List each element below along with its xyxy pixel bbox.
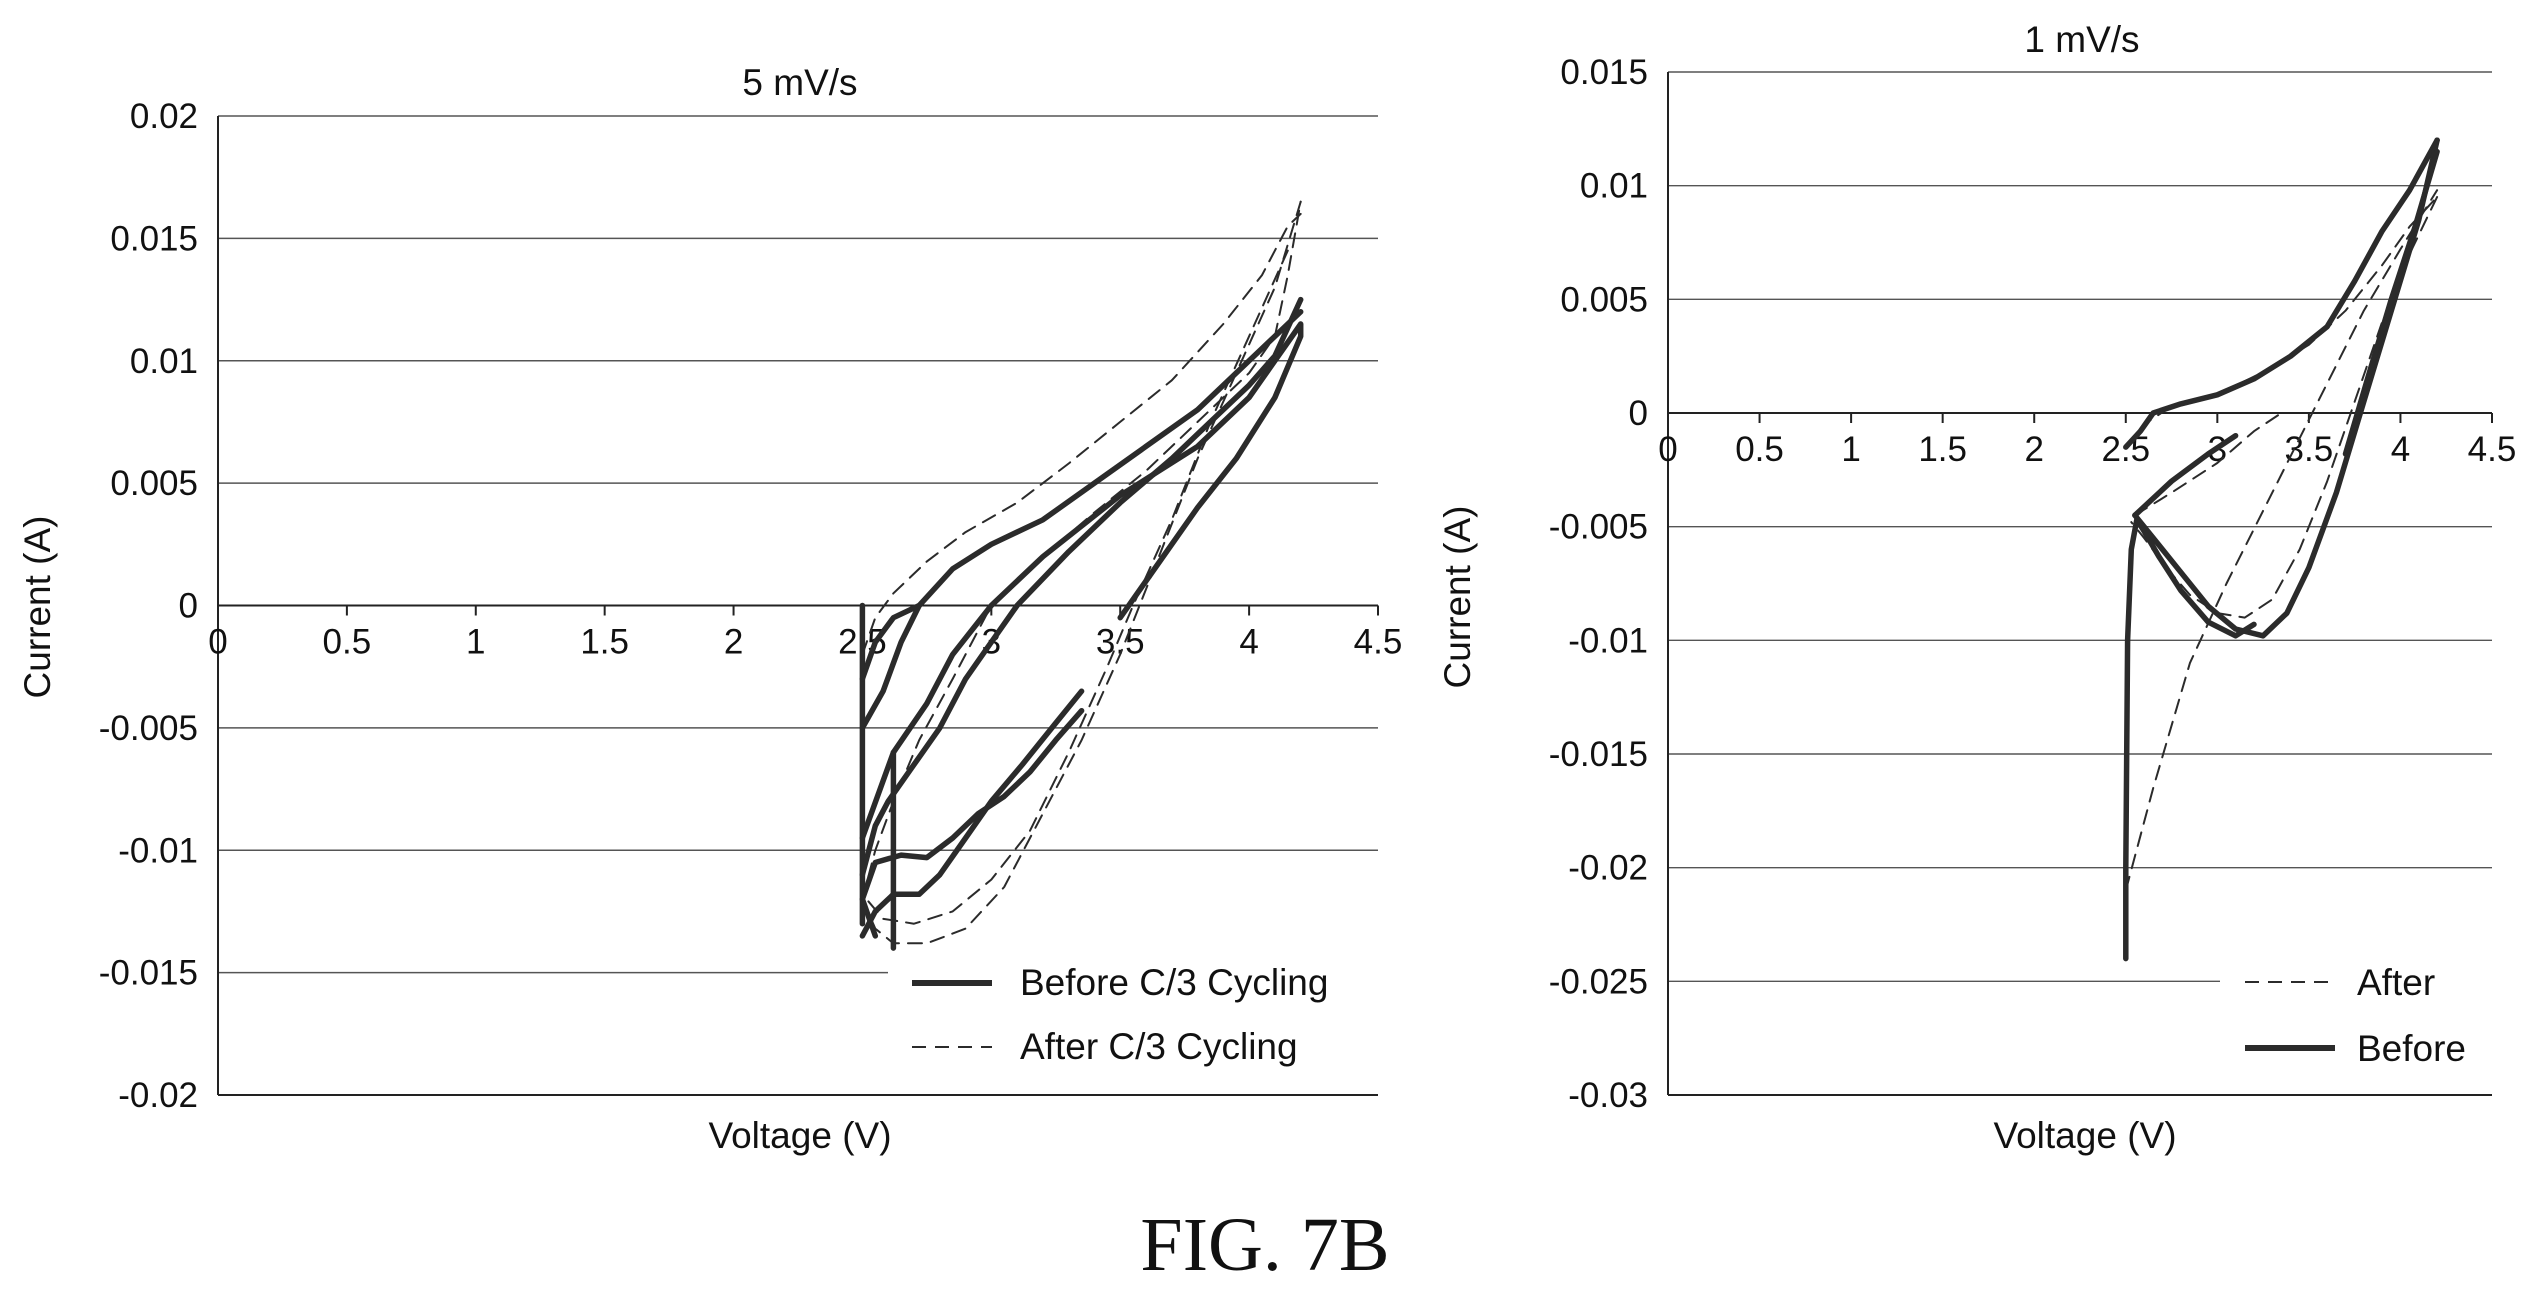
y-axis-title: Current (A)	[1437, 506, 1478, 689]
x-tick-label: 0	[208, 623, 227, 662]
figure-caption: FIG. 7B	[1140, 1203, 1389, 1287]
y-tick-label: -0.03	[1568, 1076, 1648, 1115]
y-tick-label: -0.005	[1549, 508, 1648, 547]
series-after-segment	[861, 249, 1289, 925]
series-before-segment	[2123, 137, 2440, 450]
series-before-segment	[859, 707, 1085, 939]
x-tick-label: 2	[2024, 430, 2043, 469]
x-tick-label: 1.5	[580, 623, 629, 662]
series-after-segment	[861, 212, 1302, 656]
chart-title: 5 mV/s	[742, 62, 857, 103]
y-tick-label: -0.025	[1549, 962, 1648, 1001]
series-before-segment	[859, 602, 922, 731]
y-tick-label: -0.01	[118, 831, 198, 870]
axes	[1667, 72, 2493, 1096]
x-axis-title: Voltage (V)	[1993, 1115, 2176, 1156]
x-axis-title: Voltage (V)	[708, 1115, 891, 1156]
x-tick-label: 2	[724, 623, 743, 662]
y-tick-label: -0.02	[118, 1076, 198, 1115]
y-tick-label: 0.01	[1580, 167, 1648, 206]
legend-label-after: After	[2357, 962, 2435, 1003]
x-tick-label: 0.5	[1735, 430, 1784, 469]
series-before-segment	[2132, 432, 2239, 519]
chart-title: 1 mV/s	[2024, 19, 2139, 60]
legend-label-after: After C/3 Cycling	[1020, 1026, 1298, 1067]
chart-1mvs: 0.015 0.01 0.005 0 -0.005 -0.01 -0.015 -0.02 -0.…	[1437, 19, 2516, 1156]
series-before-segment	[2342, 148, 2440, 457]
y-tick-label: 0.02	[130, 97, 198, 136]
series-after-segment	[2133, 412, 2283, 517]
chart-5mvs: 0.02 0.015 0.01 0.005 0 -0.005 -0.01 -0.015 -0.0…	[17, 62, 1402, 1156]
gridlines	[1668, 71, 2492, 1096]
axes	[217, 116, 1379, 1096]
y-tick-label: -0.015	[99, 954, 198, 993]
x-tick-label: 0.5	[323, 623, 372, 662]
y-tick-label: 0.005	[110, 464, 198, 503]
x-tick-label: 0	[1658, 430, 1677, 469]
series-before-segment	[2132, 137, 2440, 639]
series-before-segment	[859, 321, 1304, 841]
x-tick-labels: 0 0.5 1 1.5 2 2.5 3 3.5 4 4.5	[208, 623, 1402, 662]
series-after-segment	[2124, 189, 2439, 892]
x-tick-label: 4	[2391, 430, 2410, 469]
y-tick-label: 0	[179, 587, 198, 626]
series-after-segment	[861, 200, 1302, 901]
legend-label-before: Before C/3 Cycling	[1020, 962, 1328, 1003]
y-tick-label: -0.005	[99, 709, 198, 748]
x-tick-labels: 0 0.5 1 1.5 2 2.5 3 3.5 4 4.5	[1658, 430, 2516, 469]
y-tick-label: 0.015	[1560, 53, 1648, 92]
y-tick-label: 0.01	[130, 342, 198, 381]
legend-label-before: Before	[2357, 1028, 2466, 1069]
y-tick-label: -0.015	[1549, 735, 1648, 774]
y-tick-label: 0.015	[110, 219, 198, 258]
legend: After Before	[2245, 962, 2466, 1069]
series-before-segment	[859, 296, 1304, 878]
series-before-segment	[859, 688, 1085, 939]
series-lines	[2123, 137, 2440, 962]
x-tick-label: 4.5	[1354, 623, 1403, 662]
gridlines	[218, 115, 1378, 1096]
x-tick-label: 3.5	[2285, 430, 2334, 469]
series-before-segment	[2123, 517, 2257, 962]
legend: Before C/3 Cycling After C/3 Cycling	[912, 962, 1328, 1067]
y-tick-labels: 0.02 0.015 0.01 0.005 0 -0.005 -0.01 -0.015 -0.0…	[99, 97, 198, 1115]
y-tick-label: 0.005	[1560, 280, 1648, 319]
x-tick-label: 1	[1841, 430, 1860, 469]
x-tick-label: 4.5	[2468, 430, 2517, 469]
x-tick-label: 4	[1239, 623, 1258, 662]
y-tick-label: -0.02	[1568, 849, 1648, 888]
y-tick-label: -0.01	[1568, 621, 1648, 660]
series-after-segment	[861, 200, 1302, 945]
x-tick-label: 1	[466, 623, 485, 662]
y-tick-label: 0	[1629, 394, 1648, 433]
x-tick-label: 1.5	[1918, 430, 1967, 469]
series-lines	[859, 200, 1304, 951]
y-axis-title: Current (A)	[17, 516, 58, 699]
y-tick-labels: 0.015 0.01 0.005 0 -0.005 -0.01 -0.015 -0.02 -0.…	[1549, 53, 1648, 1115]
